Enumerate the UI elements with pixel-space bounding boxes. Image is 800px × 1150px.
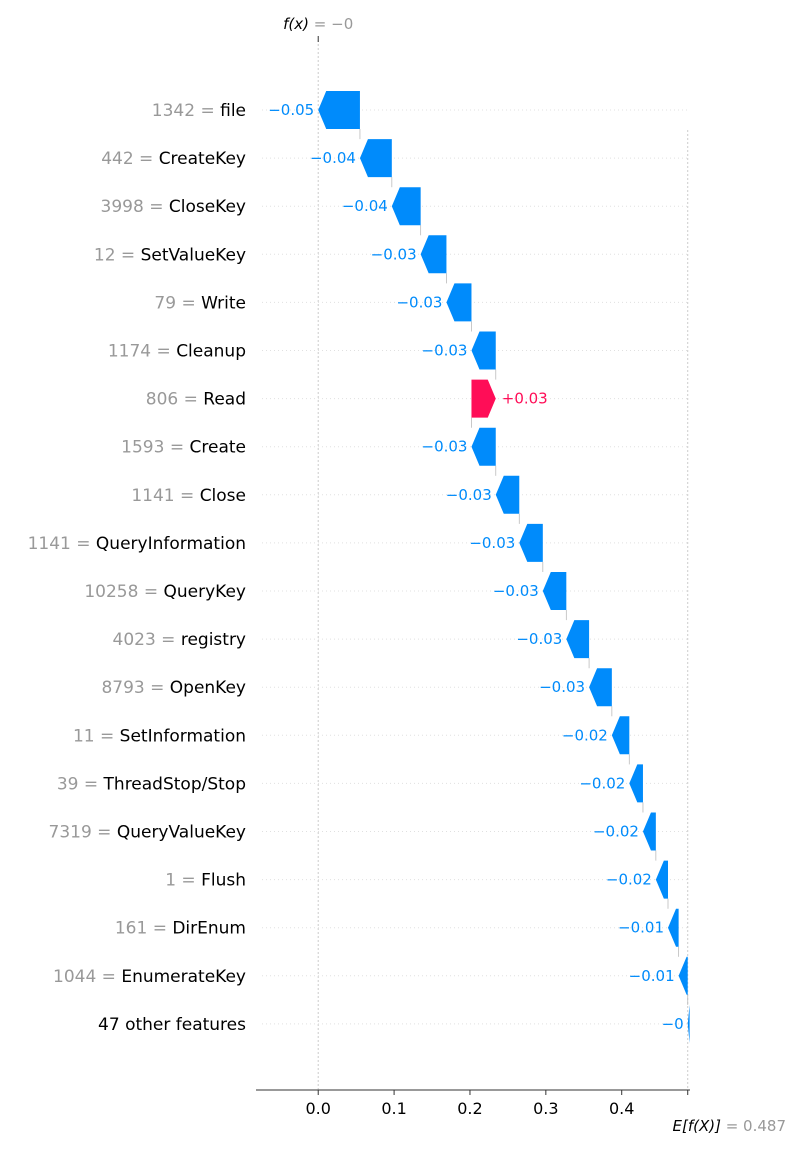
feature-label: 161 = DirEnum (115, 919, 246, 939)
feature-label: 1 = Flush (165, 871, 246, 891)
feature-label: 3998 = CloseKey (101, 197, 246, 217)
feature-label: 12 = SetValueKey (94, 245, 246, 265)
feature-label: 442 = CreateKey (101, 149, 246, 169)
feature-label: 1141 = Close (131, 486, 246, 506)
negative-contribution-bar (471, 427, 496, 466)
negative-contribution-bar (629, 764, 643, 803)
feature-label: 1141 = QueryInformation (28, 534, 246, 554)
contribution-label: −0.02 (606, 871, 652, 889)
negative-contribution-bar (642, 812, 656, 851)
negative-contribution-bar (589, 668, 612, 707)
feature-label: 8793 = OpenKey (101, 678, 246, 698)
feature-label: 11 = SetInformation (73, 726, 246, 746)
fx-label: f(x) = −0 (283, 15, 353, 33)
x-tick-label: 0.1 (381, 1099, 406, 1118)
negative-contribution-bar (391, 187, 421, 226)
contribution-label: −0.03 (422, 342, 468, 360)
contribution-label: −0.03 (446, 486, 492, 504)
contribution-label: −0.03 (371, 245, 417, 263)
grid-layer (262, 40, 690, 1090)
contribution-label: −0 (662, 1015, 684, 1033)
feature-label: 39 = ThreadStop/Stop (57, 774, 246, 794)
contribution-label: −0.03 (493, 582, 539, 600)
contribution-label: −0.02 (562, 726, 608, 744)
contribution-label: −0.03 (516, 630, 562, 648)
negative-contribution-bar (566, 620, 590, 659)
feature-label: 1342 = file (152, 101, 246, 121)
feature-label: 4023 = registry (113, 630, 247, 650)
contribution-label: −0.05 (268, 101, 314, 119)
feature-label: 806 = Read (146, 390, 246, 410)
contribution-label: −0.01 (618, 919, 664, 937)
contribution-label: −0.03 (469, 534, 515, 552)
x-axis: f(x) = −0 0.0 0.1 0.2 0.3 0.4 E[f(X)] = 0.487 (256, 15, 786, 1135)
contribution-label: −0.02 (579, 774, 625, 792)
x-tick-label: 0.3 (533, 1099, 558, 1118)
feature-label: 7319 = QueryValueKey (49, 823, 247, 843)
negative-contribution-bar (655, 860, 668, 899)
contribution-label: −0.04 (342, 197, 388, 215)
positive-contribution-bar (471, 379, 496, 418)
bars-layer (318, 91, 690, 1043)
feature-label: 10258 = QueryKey (84, 582, 246, 602)
negative-contribution-bar (495, 475, 520, 514)
negative-contribution-bar (519, 523, 543, 562)
negative-contribution-bar (318, 91, 360, 129)
x-tick-label: 0.2 (457, 1099, 482, 1118)
negative-contribution-bar (446, 283, 472, 322)
negative-contribution-bar (420, 235, 447, 274)
contribution-label: −0.04 (310, 149, 356, 167)
negative-contribution-bar (687, 1004, 690, 1043)
x-tick-label: 0.0 (305, 1099, 330, 1118)
feature-label: 79 = Write (154, 293, 246, 313)
feature-label: 1174 = Cleanup (108, 342, 246, 362)
negative-contribution-bar (359, 139, 392, 178)
x-tick-label: 0.4 (609, 1099, 634, 1118)
contribution-label: −0.03 (396, 293, 442, 311)
contribution-label: +0.03 (502, 390, 548, 408)
feature-label: 1044 = EnumerateKey (53, 967, 246, 987)
feature-label: 47 other features (98, 1015, 246, 1035)
feature-label: 1593 = Create (121, 438, 246, 458)
contribution-label: −0.02 (593, 823, 639, 841)
contribution-label: −0.03 (422, 438, 468, 456)
contribution-label: −0.03 (539, 678, 585, 696)
negative-contribution-bar (471, 331, 496, 370)
negative-contribution-bar (611, 716, 630, 755)
contribution-label: −0.01 (629, 967, 675, 985)
negative-contribution-bar (678, 956, 688, 995)
expected-value-label: E[f(X)] = 0.487 (673, 1117, 787, 1135)
negative-contribution-bar (667, 908, 679, 947)
labels-layer: 1342 = file −0.05 442 = CreateKey −0.04 3998… (28, 101, 684, 1035)
negative-contribution-bar (542, 572, 567, 610)
